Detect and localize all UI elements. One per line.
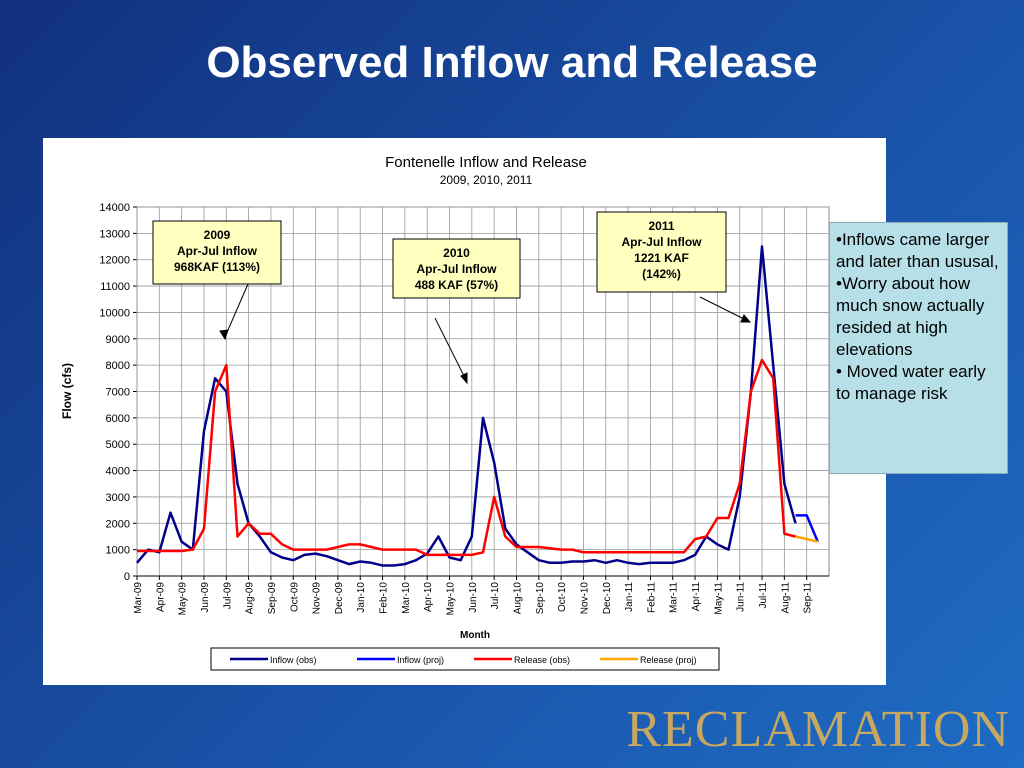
x-tick-label: Aug-11 xyxy=(780,582,791,614)
x-tick-label: May-09 xyxy=(178,582,189,616)
annotation-box xyxy=(392,238,521,299)
x-tick-label: Dec-10 xyxy=(602,582,613,615)
x-tick-label: Nov-10 xyxy=(579,582,590,615)
legend-label: Release (obs) xyxy=(514,655,570,665)
x-tick-label: Oct-09 xyxy=(289,582,300,612)
x-tick-label: May-11 xyxy=(713,582,724,615)
chart-title: Fontenelle Inflow and Release xyxy=(385,154,587,171)
annotation-text: 1221 KAF xyxy=(634,251,689,265)
y-tick-label: 14000 xyxy=(99,202,130,214)
x-tick-label: Sep-11 xyxy=(803,582,814,614)
x-tick-label: Jan-10 xyxy=(356,582,367,613)
x-tick-label: Mar-11 xyxy=(669,582,680,613)
x-tick-label: Jan-11 xyxy=(624,582,635,612)
x-tick-label: Nov-09 xyxy=(312,582,323,615)
series-line xyxy=(795,535,819,543)
x-tick-label: May-10 xyxy=(446,582,457,616)
arrow-head xyxy=(219,329,229,341)
x-tick-label: Sep-10 xyxy=(535,582,546,615)
note: •Inflows came larger and later than usus… xyxy=(836,230,999,271)
series-line xyxy=(137,358,796,557)
x-tick-label: Apr-11 xyxy=(691,582,702,612)
y-tick-label: 2000 xyxy=(106,518,130,530)
annotation-text: 488 KAF (57%) xyxy=(415,278,498,292)
annotation-text: 968KAF (113%) xyxy=(174,260,260,274)
x-tick-label: Jul-10 xyxy=(490,582,501,610)
annotation-box xyxy=(152,220,282,285)
annotation-text: Apr-Jul Inflow xyxy=(622,235,703,249)
arrows xyxy=(219,283,752,385)
arrow-head xyxy=(740,314,752,323)
note: • Moved water early to manage risk xyxy=(836,362,986,403)
y-tick-label: 6000 xyxy=(106,413,130,425)
y-tick-label: 7000 xyxy=(106,387,130,399)
y-tick-label: 0 xyxy=(124,571,130,583)
annotation-text: 2009 xyxy=(204,228,231,242)
series-line xyxy=(136,245,797,567)
x-tick-label: Jun-10 xyxy=(468,582,479,613)
slide-title: Observed Inflow and Release xyxy=(206,38,818,87)
y-tick-label: 10000 xyxy=(99,307,130,319)
x-tick-label: Feb-10 xyxy=(379,582,390,614)
x-tick-label: Jun-11 xyxy=(736,582,747,612)
annotation-text: (142%) xyxy=(642,267,681,281)
annotation-box xyxy=(596,211,727,293)
y-tick-label: 11000 xyxy=(100,281,130,293)
x-tick-label: Dec-09 xyxy=(334,582,345,615)
x-tick-label: Aug-10 xyxy=(512,582,523,615)
chart-subtitle: 2009, 2010, 2011 xyxy=(440,173,533,187)
x-tick-label: Jul-11 xyxy=(758,582,769,609)
x-tick-label: Jul-09 xyxy=(222,582,233,610)
arrow xyxy=(434,317,467,381)
legend-label: Release (proj) xyxy=(640,655,697,665)
y-tick-label: 1000 xyxy=(106,545,130,557)
y-tick-label: 9000 xyxy=(106,334,130,346)
legend-label: Inflow (proj) xyxy=(397,655,444,665)
x-tick-label: Mar-09 xyxy=(133,582,144,614)
x-tick-label: Aug-09 xyxy=(245,582,256,615)
x-tick-label: Sep-09 xyxy=(267,582,278,615)
annotation-text: Apr-Jul Inflow xyxy=(417,262,498,276)
y-tick-label: 8000 xyxy=(106,360,130,372)
x-tick-label: Mar-10 xyxy=(401,582,412,614)
x-tick-label: Feb-11 xyxy=(646,582,657,613)
legend-label: Inflow (obs) xyxy=(270,655,317,665)
legend-box xyxy=(210,647,720,671)
y-tick-label: 13000 xyxy=(99,228,130,240)
y-tick-label: 5000 xyxy=(106,439,130,451)
y-axis-label: Flow (cfs) xyxy=(60,363,74,419)
arrow-head xyxy=(460,372,468,385)
annotation-text: 2010 xyxy=(443,246,470,260)
notes-box: •Inflows came larger and later than usus… xyxy=(829,222,1008,474)
x-tick-label: Jun-09 xyxy=(200,582,211,613)
y-tick-label: 12000 xyxy=(99,255,130,267)
y-tick-label: 4000 xyxy=(106,466,130,478)
x-tick-label: Apr-09 xyxy=(155,582,166,612)
arrow xyxy=(224,283,249,338)
x-axis-label: Month xyxy=(460,630,490,641)
annotation-text: 2011 xyxy=(648,219,674,233)
arrow xyxy=(699,296,749,322)
note: •Worry about how much snow actually resi… xyxy=(836,274,985,359)
logo: RECLAMATION xyxy=(626,701,1010,758)
x-tick-label: Apr-10 xyxy=(423,582,434,612)
annotation-text: Apr-Jul Inflow xyxy=(177,244,258,258)
y-tick-label: 3000 xyxy=(106,492,130,504)
x-tick-label: Oct-10 xyxy=(557,582,568,612)
series-line xyxy=(795,514,819,543)
